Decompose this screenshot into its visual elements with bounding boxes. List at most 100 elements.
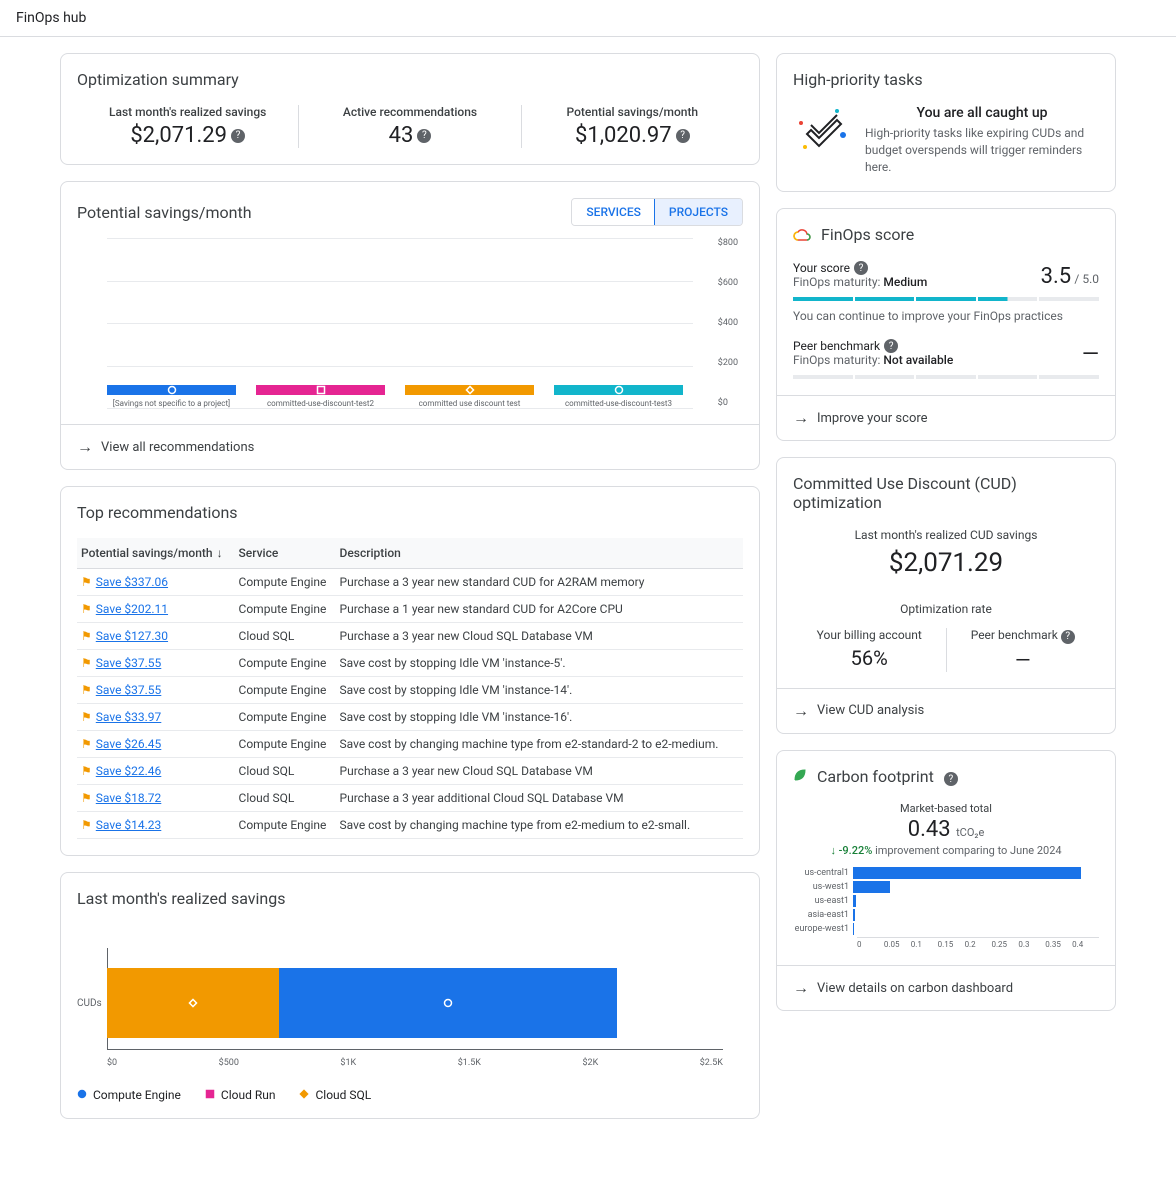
potential-savings-card: Potential savings/month SERVICESPROJECTS… [60,181,760,470]
table-row[interactable]: ⚑Save $202.11 Compute Engine Purchase a … [77,596,743,623]
top-recommendations-card: Top recommendations Potential savings/mo… [60,486,760,856]
toggle-projects[interactable]: PROJECTS [654,198,743,226]
card-title: Top recommendations [77,503,743,522]
savings-link[interactable]: Save $37.55 [96,656,162,670]
view-all-recommendations-link[interactable]: → View all recommendations [61,424,759,469]
realized-savings-chart: CUDs $0$500$1K$1.5K$2K$2.5K [77,928,743,1068]
table-row[interactable]: ⚑Save $33.97 Compute Engine Save cost by… [77,704,743,731]
card-title: FinOps score [793,225,1099,245]
carbon-row: us-east1 [793,895,1099,907]
table-header[interactable]: Service [235,538,336,569]
billing-rate-value: 56% [793,646,946,670]
caught-up-heading: You are all caught up [865,105,1099,121]
help-icon[interactable]: ? [417,129,431,143]
legend-marker-icon [299,1088,309,1102]
carbon-card: Carbon footprint ? Market-based total 0.… [776,750,1116,1012]
table-header[interactable]: Potential savings/month↓ [77,538,235,569]
realized-savings-card: Last month's realized savings CUDs $0$50… [60,872,760,1119]
card-title: Carbon footprint ? [793,767,1099,787]
hbar-segment[interactable] [107,968,279,1038]
savings-link[interactable]: Save $22.46 [96,764,162,778]
table-row[interactable]: ⚑Save $26.45 Compute Engine Save cost by… [77,731,743,758]
table-row[interactable]: ⚑Save $127.30 Cloud SQL Purchase a 3 yea… [77,623,743,650]
your-score-label: Your score [793,261,850,275]
savings-link[interactable]: Save $14.23 [96,818,162,832]
help-icon[interactable]: ? [676,129,690,143]
card-title: Committed Use Discount (CUD) optimizatio… [793,474,1099,512]
help-icon[interactable]: ? [1061,630,1075,644]
view-carbon-dashboard-link[interactable]: → View details on carbon dashboard [777,965,1115,1010]
card-title: Optimization summary [77,70,743,89]
table-row[interactable]: ⚑Save $37.55 Compute Engine Save cost by… [77,677,743,704]
card-title: Potential savings/month [77,203,252,222]
peer-rate-value: — [947,648,1100,672]
page-title: FinOps hub [16,10,86,26]
finops-score-card: FinOps score Your score ? FinOps maturit… [776,208,1116,441]
carbon-chart: us-central1 us-west1 us-east1 asia-east1… [793,867,1099,935]
summary-item: Active recommendations 43 ? [298,105,520,148]
arrow-right-icon: → [793,978,809,998]
legend-marker-icon [77,1088,87,1102]
flag-icon: ⚑ [81,602,92,616]
cloud-icon [793,227,811,245]
flag-icon: ⚑ [81,656,92,670]
table-row[interactable]: ⚑Save $14.23 Compute Engine Save cost by… [77,812,743,839]
finops-score-value: 3.5 [1041,264,1072,289]
high-priority-card: High-priority tasks You are all caught u… [776,53,1116,192]
flag-icon: ⚑ [81,683,92,697]
table-header[interactable]: Description [336,538,743,569]
help-icon[interactable]: ? [854,261,868,275]
flag-icon: ⚑ [81,764,92,778]
help-icon[interactable]: ? [884,339,898,353]
recommendations-table: Potential savings/month↓ServiceDescripti… [77,538,743,839]
card-title: Last month's realized savings [77,889,743,908]
toggle-services[interactable]: SERVICES [572,199,655,225]
legend-item: Compute Engine [77,1088,181,1102]
cud-savings-value: $2,071.29 [793,548,1099,578]
table-row[interactable]: ⚑Save $337.06 Compute Engine Purchase a … [77,569,743,596]
flag-icon: ⚑ [81,737,92,751]
cud-card: Committed Use Discount (CUD) optimizatio… [776,457,1116,734]
arrow-right-icon: → [793,701,809,721]
flag-icon: ⚑ [81,710,92,724]
flag-icon: ⚑ [81,818,92,832]
savings-link[interactable]: Save $337.06 [96,575,168,589]
view-toggle: SERVICESPROJECTS [571,198,743,226]
optimization-summary-card: Optimization summary Last month's realiz… [60,53,760,165]
peer-score-value: — [1082,342,1099,367]
flag-icon: ⚑ [81,575,92,589]
improve-score-link[interactable]: → Improve your score [777,395,1115,440]
help-icon[interactable]: ? [231,129,245,143]
carbon-row: asia-east1 [793,909,1099,921]
savings-link[interactable]: Save $26.45 [96,737,162,751]
arrow-right-icon: → [77,437,93,457]
savings-link[interactable]: Save $18.72 [96,791,162,805]
view-cud-analysis-link[interactable]: → View CUD analysis [777,688,1115,733]
legend-item: Cloud SQL [299,1088,371,1102]
legend-item: Cloud Run [205,1088,276,1102]
savings-link[interactable]: Save $127.30 [96,629,168,643]
help-icon[interactable]: ? [944,772,958,786]
card-title: High-priority tasks [793,70,1099,89]
leaf-icon [793,767,811,786]
page-header: FinOps hub [0,0,1176,37]
peer-benchmark-label: Peer benchmark [793,339,880,353]
carbon-row: us-central1 [793,867,1099,879]
carbon-row: europe-west1 [793,923,1099,935]
carbon-value: 0.43 [908,817,951,842]
caught-up-icon [793,105,853,155]
table-row[interactable]: ⚑Save $18.72 Cloud SQL Purchase a 3 year… [77,785,743,812]
hbar-segment[interactable] [279,968,617,1038]
summary-item: Potential savings/month $1,020.97 ? [521,105,743,148]
carbon-row: us-west1 [793,881,1099,893]
savings-link[interactable]: Save $33.97 [96,710,162,724]
table-row[interactable]: ⚑Save $37.55 Compute Engine Save cost by… [77,650,743,677]
savings-link[interactable]: Save $37.55 [96,683,162,697]
arrow-right-icon: → [793,408,809,428]
flag-icon: ⚑ [81,791,92,805]
table-row[interactable]: ⚑Save $22.46 Cloud SQL Purchase a 3 year… [77,758,743,785]
flag-icon: ⚑ [81,629,92,643]
arrow-down-icon: ↓ [830,844,836,857]
caught-up-text: High-priority tasks like expiring CUDs a… [865,125,1099,175]
savings-link[interactable]: Save $202.11 [96,602,168,616]
